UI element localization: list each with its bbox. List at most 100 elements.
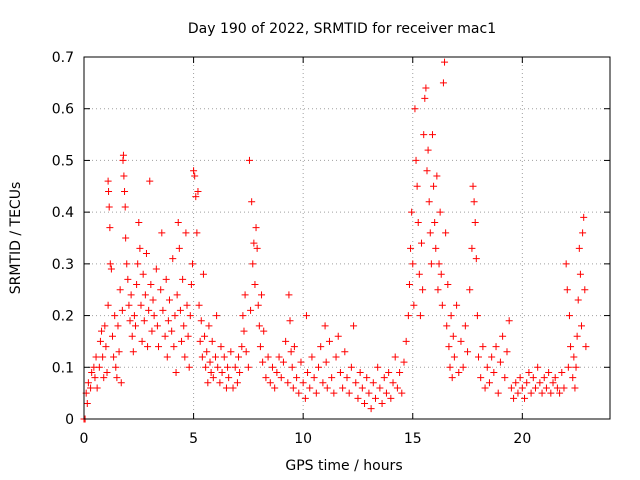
data-point (199, 270, 207, 278)
data-point (423, 167, 431, 175)
data-point (148, 327, 156, 335)
data-point (193, 229, 201, 237)
data-point (325, 337, 333, 345)
data-point (464, 348, 472, 356)
y-tick-label: 0.6 (52, 102, 74, 118)
data-point (306, 384, 314, 392)
data-point (322, 358, 330, 366)
data-point (477, 374, 485, 382)
data-point (105, 203, 113, 211)
data-point (236, 368, 244, 376)
data-point (436, 208, 444, 216)
y-tick-label: 0 (65, 412, 74, 428)
data-point (217, 343, 225, 351)
data-point (155, 343, 163, 351)
data-point (157, 286, 165, 294)
data-point (259, 358, 267, 366)
data-point (441, 58, 449, 66)
data-point (435, 260, 443, 268)
data-point (277, 374, 285, 382)
data-point (111, 312, 119, 320)
data-point (336, 368, 344, 376)
data-point (138, 337, 146, 345)
data-point (345, 389, 353, 397)
data-point (408, 208, 416, 216)
data-point (238, 343, 246, 351)
data-point (264, 353, 272, 361)
data-point (483, 363, 491, 371)
data-point (191, 172, 199, 180)
data-point (289, 384, 297, 392)
data-point (424, 146, 432, 154)
data-point (432, 244, 440, 252)
data-point (150, 312, 158, 320)
data-point (542, 384, 550, 392)
data-point (350, 322, 358, 330)
data-point (574, 296, 582, 304)
data-point (288, 363, 296, 371)
data-point (330, 389, 338, 397)
chart-title: Day 190 of 2022, SRMTID for receiver mac… (188, 21, 496, 37)
data-point (197, 317, 205, 325)
x-tick-label: 10 (294, 431, 312, 447)
data-point (222, 384, 230, 392)
y-tick-label: 0.1 (52, 360, 74, 376)
data-point (580, 213, 588, 221)
data-point (186, 312, 194, 320)
grid-lines (84, 57, 610, 419)
data-point (248, 198, 256, 206)
data-point (139, 270, 147, 278)
data-point (507, 384, 515, 392)
data-point (416, 312, 424, 320)
data-point (453, 301, 461, 309)
data-point (455, 368, 463, 376)
data-point (124, 275, 132, 283)
data-point (468, 244, 476, 252)
data-point (245, 156, 253, 164)
data-point (420, 131, 428, 139)
data-point (181, 353, 189, 361)
data-point (352, 379, 360, 387)
data-point (209, 374, 217, 382)
data-point (374, 363, 382, 371)
data-point (244, 363, 252, 371)
data-point (404, 312, 412, 320)
data-point (247, 306, 255, 314)
data-point (501, 374, 509, 382)
data-point (174, 218, 182, 226)
data-point (130, 312, 138, 320)
data-point (409, 260, 417, 268)
data-point (220, 353, 228, 361)
data-point (445, 343, 453, 351)
data-point (536, 379, 544, 387)
data-point (170, 343, 178, 351)
data-point (323, 384, 331, 392)
data-point (391, 353, 399, 361)
data-point (469, 182, 477, 190)
data-point (419, 286, 427, 294)
data-point (558, 368, 566, 376)
data-point (339, 384, 347, 392)
data-point (365, 389, 373, 397)
data-point (202, 363, 210, 371)
data-point (149, 296, 157, 304)
data-point (183, 301, 191, 309)
data-point (569, 374, 577, 382)
data-point (253, 244, 261, 252)
data-point (92, 353, 100, 361)
data-point (565, 312, 573, 320)
data-point (321, 322, 329, 330)
data-point (239, 312, 247, 320)
x-tick-label: 15 (404, 431, 422, 447)
data-point (227, 348, 235, 356)
data-point (116, 286, 124, 294)
data-point (208, 337, 216, 345)
data-point (250, 239, 258, 247)
data-point (266, 379, 274, 387)
data-point (380, 374, 388, 382)
data-point (273, 368, 281, 376)
data-point (503, 348, 511, 356)
data-point (216, 379, 224, 387)
data-point (206, 358, 214, 366)
data-point (293, 374, 301, 382)
